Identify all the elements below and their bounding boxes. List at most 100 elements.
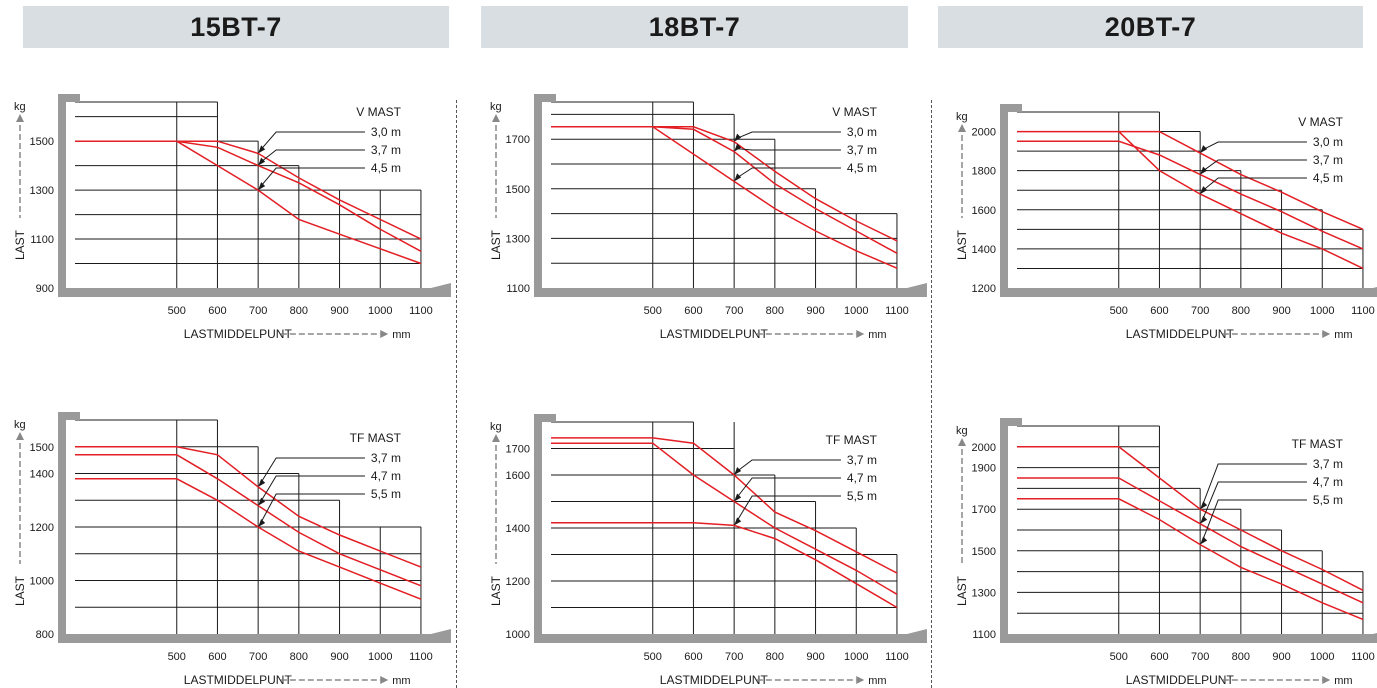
y-unit-label: kg (14, 419, 26, 431)
x-tick-label: 1100 (885, 651, 909, 663)
x-tick-label: 700 (1191, 651, 1209, 663)
column-divider (931, 100, 932, 688)
legend-leader (259, 167, 365, 188)
y-arrowhead (958, 124, 966, 132)
legend-leader (1201, 463, 1307, 507)
leader-arrowhead (258, 157, 266, 166)
leader-arrowhead (734, 467, 742, 475)
leader-arrowhead (734, 143, 742, 152)
x-tick-label: 700 (249, 305, 267, 317)
x-tick-label: 1000 (1310, 305, 1334, 317)
x-tick-label: 700 (725, 305, 743, 317)
x-tick-label: 1000 (1310, 651, 1334, 663)
grid-steps (551, 101, 898, 288)
x-tick-label: 800 (766, 305, 784, 317)
x-axis-title: LASTMIDDELPUNT (1126, 327, 1235, 341)
x-tick-label: 800 (766, 651, 784, 663)
legend-leader (735, 459, 841, 473)
y-tick-label: 1500 (506, 184, 530, 196)
model-header-20bt7: 20BT-7 (938, 6, 1363, 48)
legend-leader (735, 167, 841, 179)
y-tick-label: 1500 (30, 136, 54, 148)
legend-leader (259, 149, 365, 164)
grid-steps (75, 419, 422, 634)
x-arrowhead (380, 676, 389, 684)
series-line-2 (551, 442, 898, 595)
leader-arrowhead (258, 497, 266, 506)
grid-steps (75, 101, 422, 288)
y-tick-label: 1400 (506, 523, 530, 535)
legend-label: 4,5 m (847, 161, 877, 175)
column-divider (456, 100, 457, 688)
y-tick-label: 1200 (506, 576, 530, 588)
model-header-15bt7: 15BT-7 (23, 6, 449, 48)
series-line-2 (1017, 477, 1364, 604)
y-tick-label: 1700 (972, 504, 996, 516)
y-tick-label: 1300 (506, 233, 530, 245)
y-arrowhead (16, 114, 24, 122)
leader-arrowhead (258, 145, 266, 154)
legend-label: 3,7 m (371, 451, 401, 465)
series-line-1 (75, 446, 422, 568)
series-line-3 (551, 521, 898, 609)
y-arrowhead (492, 114, 500, 122)
x-tick-label: 500 (168, 651, 186, 663)
leader-arrowhead (734, 133, 742, 142)
x-tick-label: 600 (208, 305, 226, 317)
x-tick-label: 500 (1110, 305, 1128, 317)
x-tick-label: 1100 (1351, 305, 1375, 317)
chart-20bt7-tf-mast: 1100 1300 1500 1700 1900 2000 500 600 700 800 900 1… (949, 412, 1377, 688)
y-axis-title: LAST (489, 229, 503, 260)
x-unit-label: mm (868, 675, 886, 687)
leader-arrowhead (1200, 166, 1208, 175)
chart-20bt7-v-mast: 1200 1400 1600 1800 2000 500 600 700 800 900 1000 1… (949, 92, 1377, 354)
leader-arrowhead (734, 173, 742, 182)
grid-steps (1017, 425, 1364, 634)
x-tick-label: 900 (1272, 305, 1290, 317)
y-axis-title: LAST (13, 229, 27, 260)
legend-label: 3,7 m (1313, 153, 1343, 167)
y-unit-label: kg (956, 111, 968, 123)
y-axis-title: LAST (489, 575, 503, 606)
leader-arrowhead (734, 493, 742, 502)
y-unit-label: kg (490, 101, 502, 113)
y-tick-label: 1100 (972, 629, 996, 641)
series-line-3 (75, 478, 422, 600)
x-tick-label: 800 (290, 651, 308, 663)
leader-arrowhead (1200, 515, 1208, 524)
legend-label: 4,7 m (1313, 475, 1343, 489)
series-line-2 (176, 140, 422, 252)
x-axis-title: LASTMIDDELPUNT (184, 673, 293, 687)
series-line-2 (1017, 140, 1364, 250)
x-axis-title: LASTMIDDELPUNT (184, 327, 293, 341)
y-tick-label: 1300 (30, 185, 54, 197)
series-line-3 (1017, 498, 1364, 621)
series-line-1 (1017, 130, 1364, 230)
legend-label: 3,7 m (847, 453, 877, 467)
x-arrowhead (380, 330, 389, 338)
legend-label: 5,5 m (371, 487, 401, 501)
legend-label: 4,5 m (371, 161, 401, 175)
legend-leader (735, 477, 841, 499)
series-line-1 (1017, 446, 1364, 591)
y-tick-label: 1900 (972, 463, 996, 475)
legend-label: 4,5 m (1313, 171, 1343, 185)
legend-leader (259, 457, 365, 485)
x-unit-label: mm (392, 675, 410, 687)
legend-label: 3,7 m (847, 143, 877, 157)
y-tick-label: 1700 (506, 134, 530, 146)
series-line-1 (551, 437, 898, 574)
x-tick-label: 900 (806, 305, 824, 317)
x-tick-label: 800 (290, 305, 308, 317)
legend-label: 3,0 m (1313, 135, 1343, 149)
x-arrowhead (856, 676, 865, 684)
x-tick-label: 600 (208, 651, 226, 663)
x-axis-title: LASTMIDDELPUNT (1126, 673, 1235, 687)
legend-leader (259, 475, 365, 503)
y-unit-label: kg (490, 421, 502, 433)
legend-label: 3,0 m (847, 125, 877, 139)
y-tick-label: 1200 (972, 283, 996, 295)
legend-label: 3,7 m (371, 143, 401, 157)
y-arrowhead (16, 432, 24, 440)
chart-15bt7-tf-mast: 800 1000 1200 1400 1500 500 600 700 800 900 1000 11… (0, 412, 451, 688)
